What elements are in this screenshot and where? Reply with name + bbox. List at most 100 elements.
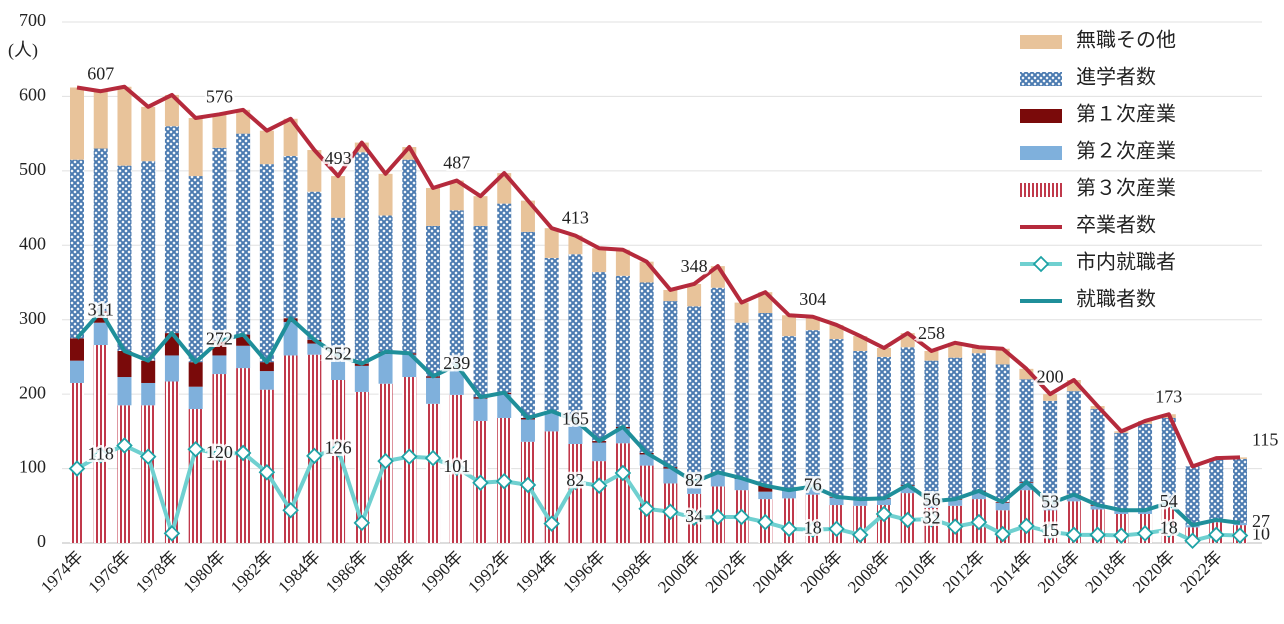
bar-segment [1019, 490, 1034, 543]
bar-segment [829, 497, 844, 506]
bar-segment [971, 491, 986, 500]
bar-segment [449, 180, 464, 211]
data-label: 252 [325, 344, 352, 364]
bar-segment [971, 353, 986, 491]
x-tick-label: 2000年 [654, 547, 703, 596]
bar-segment [354, 391, 369, 543]
marker [424, 449, 442, 467]
bar-segment [354, 142, 369, 153]
bar-segment [734, 478, 749, 491]
bar-segment [497, 173, 512, 204]
bar-segment [141, 161, 156, 361]
bar-segment [1090, 409, 1105, 506]
y-tick-label: 500 [19, 159, 46, 179]
bar-segment [141, 405, 156, 543]
bar-segment [734, 302, 749, 323]
bar-segment [307, 191, 322, 340]
bar-segment [520, 231, 535, 418]
bar-segment [924, 350, 939, 361]
bar-segment [259, 362, 274, 372]
marker [828, 520, 845, 538]
data-label: 165 [562, 408, 589, 428]
bar-segment [473, 225, 488, 398]
data-label: 32 [922, 507, 940, 527]
bar-segment [426, 225, 441, 377]
bar-segment [188, 362, 203, 387]
y-tick-label: 700 [19, 10, 46, 30]
bar-segment [1090, 505, 1105, 510]
bar-segment [141, 106, 156, 162]
bar-segment [1066, 391, 1081, 495]
bar-segment [782, 490, 797, 499]
data-label: 607 [87, 63, 114, 83]
bar-segment [592, 248, 607, 273]
bar-segment [568, 444, 583, 543]
data-label: 120 [206, 442, 233, 462]
bar-segment [70, 87, 84, 160]
marker [994, 525, 1011, 543]
line [75, 309, 1241, 528]
y-tick-label: 400 [19, 233, 46, 253]
marker [923, 510, 940, 528]
marker [709, 508, 727, 526]
bar-segment [615, 443, 630, 543]
bar-segment [568, 235, 583, 255]
x-tick-label: 2020年 [1129, 547, 1178, 596]
bar-segment [544, 257, 559, 412]
marker [780, 520, 798, 538]
x-tick-label: 1998年 [607, 547, 656, 596]
legend-label: 市内就職者 [1076, 251, 1176, 274]
marker [401, 448, 418, 465]
bar-segment [283, 155, 298, 319]
legend-label: 第２次産業 [1076, 140, 1176, 163]
legend-marker [1032, 255, 1050, 273]
bar-segment [164, 94, 179, 127]
bar-segment [876, 356, 891, 499]
bar-segment [971, 347, 986, 354]
x-tick-label: 1994年 [512, 547, 561, 596]
bar-segment [995, 364, 1010, 503]
bar-segment [497, 394, 512, 418]
bar-segment [1066, 380, 1081, 392]
marker [68, 460, 86, 477]
bar-segment [639, 454, 654, 466]
marker [472, 474, 489, 491]
x-tick-label: 1988年 [369, 547, 418, 596]
marker [1018, 517, 1035, 535]
bar-segment [687, 306, 702, 482]
marker [1160, 521, 1178, 538]
bar-segment [615, 275, 630, 427]
bar-segment [520, 200, 535, 232]
bar-segment [331, 357, 346, 381]
bar-segment [592, 461, 607, 543]
data-label: 18 [804, 518, 822, 538]
bar-segment [449, 366, 464, 395]
bar-segment [188, 409, 203, 543]
bar-segment [663, 468, 678, 484]
legend-label: 就職者数 [1076, 288, 1156, 311]
x-tick-label: 2018年 [1081, 547, 1130, 596]
legend-swatch [1020, 183, 1062, 197]
bar-segment [1161, 417, 1176, 503]
bar-segment [117, 86, 132, 166]
x-tick-label: 1986年 [322, 547, 371, 596]
bar-segment [1019, 482, 1034, 491]
bar-segment [354, 365, 369, 392]
marker [163, 525, 181, 542]
bar-segment [782, 315, 797, 337]
legend-label: 卒業者数 [1076, 214, 1156, 237]
x-tick-label: 2008年 [844, 547, 893, 596]
bar-segment [592, 442, 607, 462]
data-label: 82 [685, 470, 703, 490]
marker [543, 515, 560, 532]
marker [282, 501, 299, 519]
legend-swatch [1020, 146, 1062, 160]
bar-segment [236, 345, 251, 369]
legend-swatch [1020, 35, 1062, 49]
bar-segment [1043, 400, 1058, 504]
bar-segment [283, 321, 298, 356]
bar-segment [687, 482, 702, 494]
bar-segment [331, 176, 346, 218]
marker [590, 477, 608, 494]
bar-segment [1066, 495, 1081, 502]
